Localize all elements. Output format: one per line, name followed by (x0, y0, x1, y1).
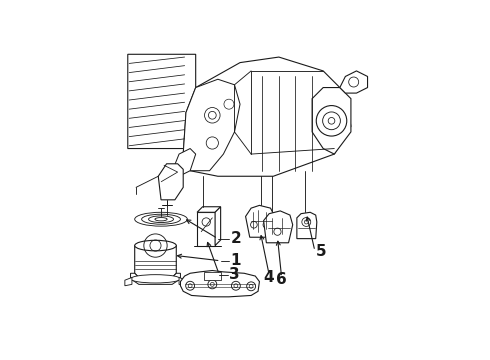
Polygon shape (245, 205, 275, 237)
Polygon shape (135, 246, 176, 282)
Polygon shape (183, 79, 240, 171)
Text: 4: 4 (263, 270, 273, 285)
Text: 1: 1 (230, 253, 241, 268)
Polygon shape (215, 207, 221, 246)
Polygon shape (128, 54, 196, 149)
Polygon shape (197, 212, 215, 246)
Polygon shape (158, 164, 183, 200)
Ellipse shape (135, 240, 176, 251)
Polygon shape (179, 278, 186, 286)
Polygon shape (183, 57, 351, 176)
Polygon shape (204, 272, 221, 280)
Polygon shape (173, 149, 196, 176)
Text: 5: 5 (316, 244, 327, 258)
Polygon shape (297, 212, 317, 239)
Polygon shape (125, 278, 132, 286)
Polygon shape (197, 207, 220, 212)
Text: 3: 3 (229, 267, 240, 282)
Polygon shape (264, 211, 293, 243)
Ellipse shape (130, 275, 180, 283)
Polygon shape (340, 71, 368, 93)
Polygon shape (180, 270, 259, 297)
Polygon shape (312, 87, 351, 154)
Text: 6: 6 (276, 272, 287, 287)
Polygon shape (130, 273, 180, 284)
Text: 2: 2 (230, 231, 241, 246)
